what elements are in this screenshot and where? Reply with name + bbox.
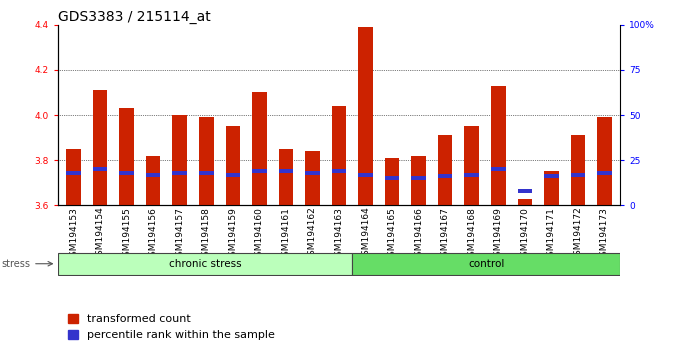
Bar [464,173,479,177]
Bar [93,167,107,171]
Bar [517,199,532,205]
Bar [597,117,612,205]
Bar [464,126,479,205]
Bar [571,173,585,177]
Bar [438,175,452,178]
Bar [252,169,266,173]
Bar [491,86,506,205]
Bar [199,171,214,175]
Text: control: control [468,259,504,269]
Text: stress: stress [1,259,52,269]
Bar [544,175,559,178]
Bar [571,135,585,205]
Bar [358,27,373,205]
Bar [412,156,426,205]
Bar [93,90,107,205]
Bar [66,171,81,175]
Bar [412,176,426,180]
Bar [172,115,187,205]
Bar [385,158,399,205]
Text: chronic stress: chronic stress [169,259,241,269]
Bar [252,92,266,205]
Bar [172,171,187,175]
Bar [544,171,559,205]
Bar [332,169,346,173]
Bar [438,135,452,205]
Text: GDS3383 / 215114_at: GDS3383 / 215114_at [58,10,210,24]
Bar [332,106,346,205]
Bar [358,173,373,177]
Bar [199,117,214,205]
Bar [146,173,161,177]
Legend: transformed count, percentile rank within the sample: transformed count, percentile rank withi… [63,309,279,345]
Bar [279,169,293,173]
Bar [226,173,240,177]
Bar [119,108,134,205]
Bar [226,126,240,205]
Bar [305,171,320,175]
Bar [597,171,612,175]
Bar [279,149,293,205]
Bar [385,176,399,180]
FancyBboxPatch shape [58,253,353,275]
Bar [491,167,506,171]
Bar [146,156,161,205]
FancyBboxPatch shape [353,253,620,275]
Bar [119,171,134,175]
Bar [66,149,81,205]
Bar [517,189,532,193]
Bar [305,151,320,205]
